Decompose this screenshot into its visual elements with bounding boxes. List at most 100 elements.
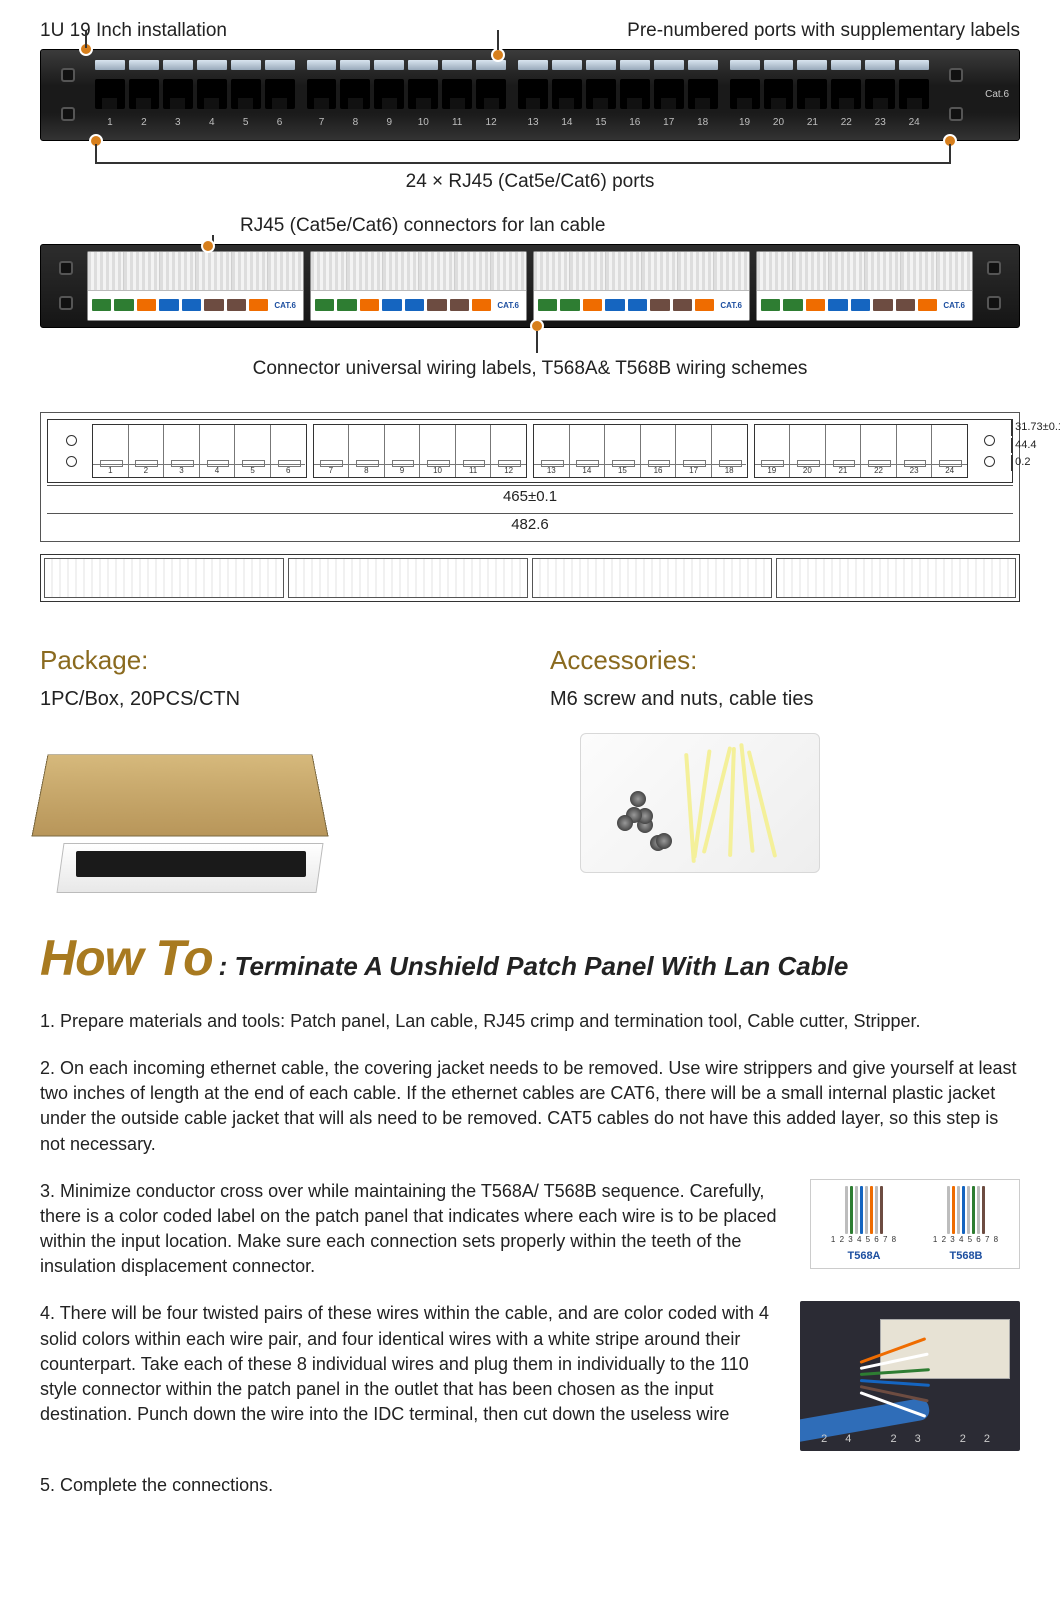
eng-port: 13	[534, 425, 570, 477]
color-chip	[761, 299, 780, 311]
dim-h1: 31.73±0.1	[1011, 420, 1060, 435]
wiring-label: CAT.6	[88, 290, 303, 320]
dim-inner: 465±0.1 482.6	[47, 485, 1013, 535]
color-chip	[583, 299, 602, 311]
eng-port: 14	[570, 425, 606, 477]
color-chip	[182, 299, 201, 311]
color-chip	[360, 299, 379, 311]
idc-bank: CAT.6	[533, 251, 750, 321]
idc-slot	[88, 252, 124, 290]
color-chip	[650, 299, 669, 311]
color-chip	[249, 299, 268, 311]
eng-hole	[984, 456, 995, 467]
dim-outer-value: 482.6	[511, 516, 549, 533]
rj45-port	[95, 79, 125, 109]
color-chip	[137, 299, 156, 311]
accessories-block: Accessories: M6 screw and nuts, cable ti…	[550, 642, 1020, 892]
port-number: 3	[163, 116, 193, 130]
idc-slot	[642, 252, 678, 290]
rj45-port	[797, 79, 827, 109]
color-chip	[159, 299, 178, 311]
port-number: 6	[265, 116, 295, 130]
idc-bank: CAT.6	[756, 251, 973, 321]
step-text: 4. There will be four twisted pairs of t…	[40, 1301, 780, 1427]
rj45-port	[340, 79, 370, 109]
dim-h2: 44.4	[1011, 438, 1036, 453]
callout-prenumbered: Pre-numbered ports with supplementary la…	[627, 18, 1020, 45]
idc-slot	[347, 252, 383, 290]
port-number: 7	[307, 116, 337, 130]
color-chip	[605, 299, 624, 311]
rj45-port	[129, 79, 159, 109]
eng-port: 15	[605, 425, 641, 477]
port-number: 22	[831, 116, 861, 130]
color-chip	[472, 299, 491, 311]
wiring-label: T568B	[949, 1249, 982, 1264]
step-text: 3. Minimize conductor cross over while m…	[40, 1179, 790, 1280]
wiring-label: T568A	[847, 1249, 880, 1264]
idc-slot	[311, 252, 347, 290]
eng-module	[44, 558, 284, 598]
mounting-ear-left	[51, 56, 85, 134]
howto-big: How To	[40, 923, 213, 993]
wiring-label: CAT.6	[311, 290, 526, 320]
eng-port: 1	[93, 425, 129, 477]
marker-line	[497, 30, 499, 50]
eng-port: 23	[897, 425, 933, 477]
port-number: 15	[586, 116, 616, 130]
cat-label: CAT.6	[940, 300, 968, 311]
color-chip	[227, 299, 246, 311]
idc-slot	[793, 252, 829, 290]
port-tab	[620, 60, 650, 70]
rj45-port	[764, 79, 794, 109]
port-number: 12	[476, 116, 506, 130]
port-tab	[552, 60, 582, 70]
eng-hole	[984, 435, 995, 446]
port-tab	[307, 60, 337, 70]
color-chip	[92, 299, 111, 311]
idc-slot	[570, 252, 606, 290]
mount-hole	[61, 68, 75, 82]
color-chip	[450, 299, 469, 311]
wiring-label: CAT.6	[757, 290, 972, 320]
wiring-scheme-image: 1 2 3 4 5 6 7 8T568A1 2 3 4 5 6 7 8T568B	[810, 1179, 1020, 1269]
color-chip	[405, 299, 424, 311]
cat-label: CAT.6	[717, 300, 745, 311]
port-tab	[340, 60, 370, 70]
idc-slot	[160, 252, 196, 290]
color-chip	[673, 299, 692, 311]
port-number: 13	[518, 116, 548, 130]
dim-inner-value: 465±0.1	[503, 488, 557, 505]
eng-port: 19	[755, 425, 791, 477]
idc-slot	[124, 252, 160, 290]
eng-port: 20	[790, 425, 826, 477]
port-number: 11	[442, 116, 472, 130]
rj45-port	[518, 79, 548, 109]
port-number: 20	[764, 116, 794, 130]
eng-port: 4	[200, 425, 236, 477]
eng-port: 5	[235, 425, 271, 477]
color-chip	[204, 299, 223, 311]
howto-step: 1. Prepare materials and tools: Patch pa…	[40, 1009, 1020, 1034]
rj45-port	[231, 79, 261, 109]
mount-hole	[987, 261, 1001, 275]
patch-panel-front: 123456789101112131415161718192021222324 …	[40, 49, 1020, 141]
port-number: 9	[374, 116, 404, 130]
port-number: 23	[865, 116, 895, 130]
rj45-port	[899, 79, 929, 109]
port-tab	[163, 60, 193, 70]
mount-hole	[987, 296, 1001, 310]
port-number: 21	[797, 116, 827, 130]
eng-port: 22	[861, 425, 897, 477]
port-tab	[476, 60, 506, 70]
rj45-port	[730, 79, 760, 109]
eng-port: 12	[491, 425, 526, 477]
idc-slot	[419, 252, 455, 290]
eng-port: 11	[456, 425, 492, 477]
side-dimensions: 31.73±0.1 44.4 0.2	[1011, 420, 1060, 470]
color-chip	[896, 299, 915, 311]
howto-steps: 1. Prepare materials and tools: Patch pa…	[40, 1009, 1020, 1499]
port-number: 19	[730, 116, 760, 130]
color-chip	[918, 299, 937, 311]
eng-port: 24	[932, 425, 967, 477]
